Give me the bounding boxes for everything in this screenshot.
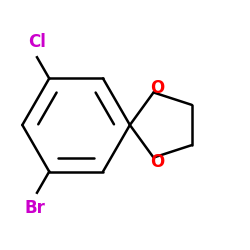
Text: Br: Br <box>24 199 45 217</box>
Text: Cl: Cl <box>28 33 46 51</box>
Text: O: O <box>150 79 164 97</box>
Text: O: O <box>150 153 164 171</box>
